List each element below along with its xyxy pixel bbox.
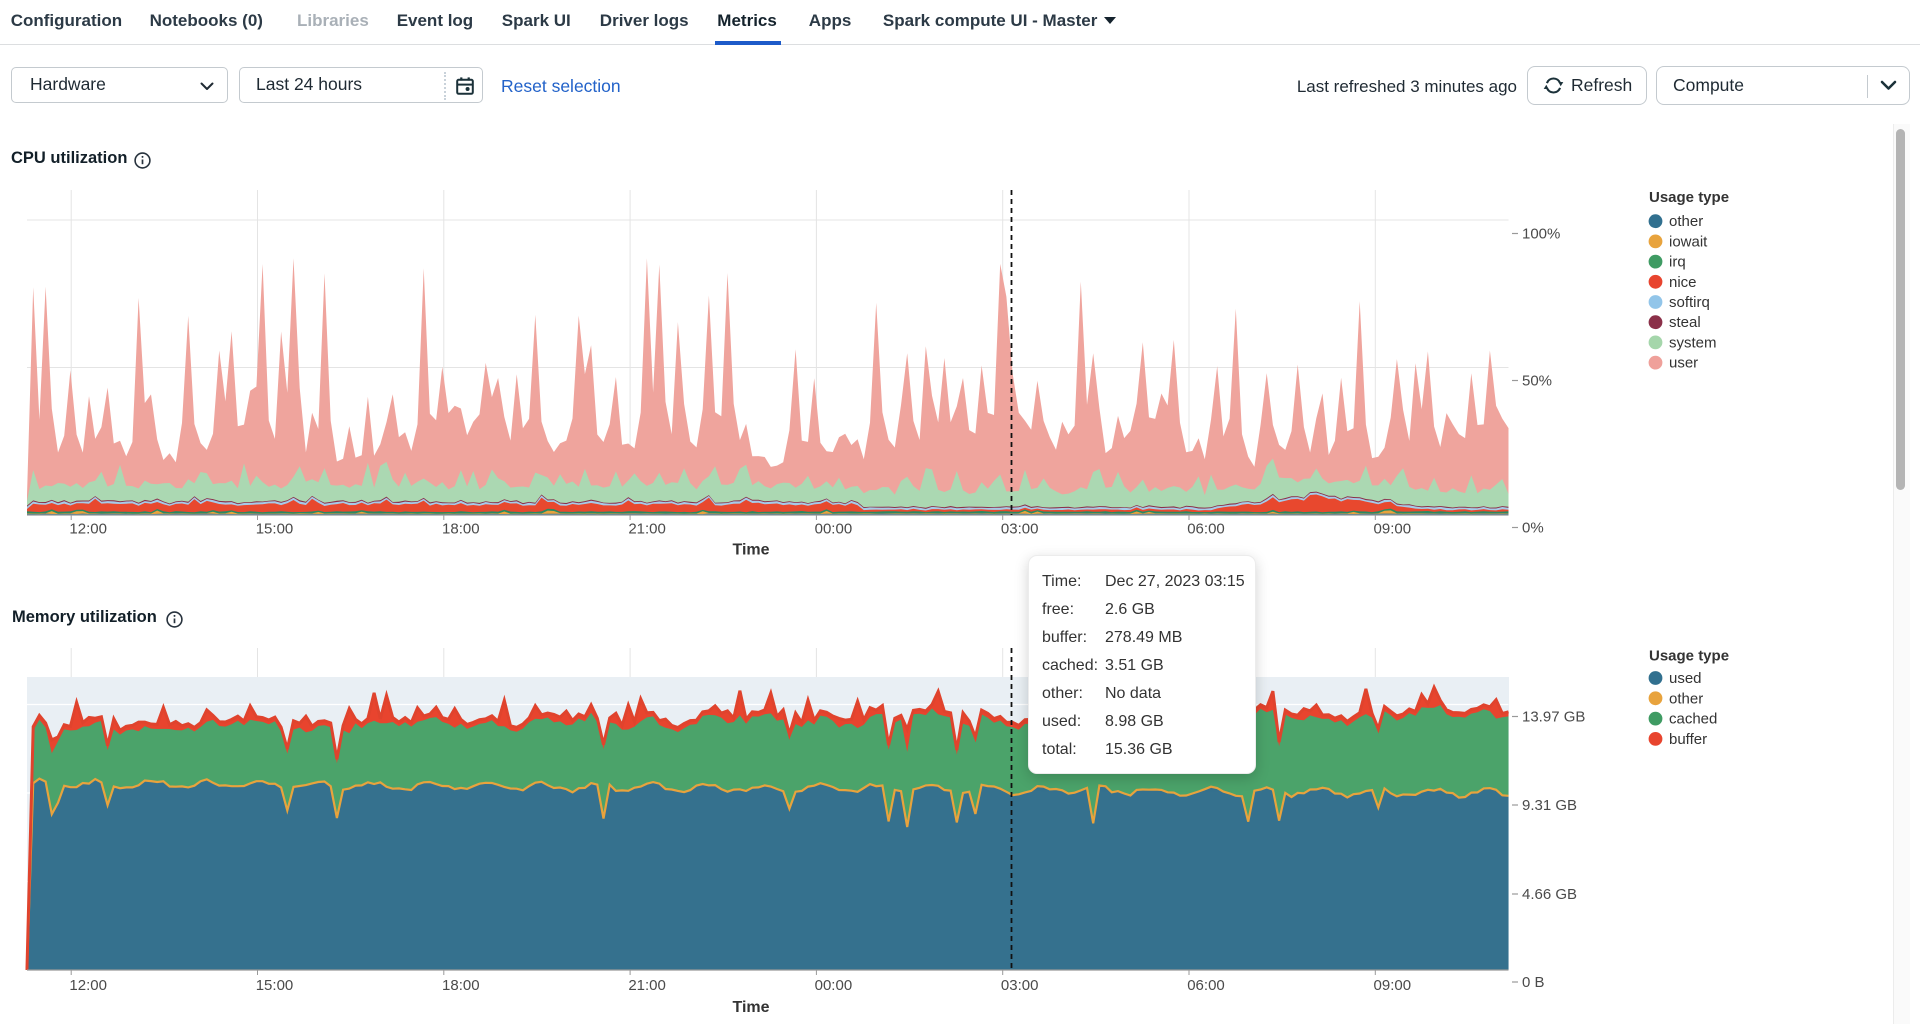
svg-text:Usage type: Usage type <box>1649 648 1729 665</box>
svg-text:09:00: 09:00 <box>1374 977 1412 994</box>
svg-text:12:00: 12:00 <box>69 977 107 994</box>
svg-text:Time: Time <box>732 542 769 559</box>
svg-text:50%: 50% <box>1522 373 1552 390</box>
svg-text:user: user <box>1669 355 1698 372</box>
svg-text:0%: 0% <box>1522 520 1544 537</box>
svg-text:03:00: 03:00 <box>1001 977 1039 994</box>
svg-text:100%: 100% <box>1522 226 1560 243</box>
svg-text:4.66 GB: 4.66 GB <box>1522 886 1577 903</box>
svg-text:cached: cached <box>1669 711 1717 728</box>
svg-text:03:00: 03:00 <box>1001 521 1039 538</box>
svg-text:iowait: iowait <box>1669 233 1708 250</box>
svg-text:15:00: 15:00 <box>256 521 294 538</box>
svg-text:13.97 GB: 13.97 GB <box>1522 709 1585 726</box>
svg-text:18:00: 18:00 <box>442 521 480 538</box>
svg-text:irq: irq <box>1669 254 1686 271</box>
svg-text:other: other <box>1669 690 1703 707</box>
svg-text:steal: steal <box>1669 314 1701 331</box>
svg-text:18:00: 18:00 <box>442 977 480 994</box>
svg-text:06:00: 06:00 <box>1187 977 1225 994</box>
svg-text:0 B: 0 B <box>1522 974 1545 991</box>
svg-text:buffer: buffer <box>1669 731 1707 748</box>
svg-text:9.31 GB: 9.31 GB <box>1522 797 1577 814</box>
svg-text:21:00: 21:00 <box>628 977 666 994</box>
svg-text:used: used <box>1669 670 1702 687</box>
svg-text:softirq: softirq <box>1669 294 1710 311</box>
svg-text:09:00: 09:00 <box>1374 521 1412 538</box>
svg-text:Usage type: Usage type <box>1649 189 1729 206</box>
svg-text:15:00: 15:00 <box>256 977 294 994</box>
svg-text:nice: nice <box>1669 274 1697 291</box>
svg-text:00:00: 00:00 <box>815 521 853 538</box>
svg-text:system: system <box>1669 334 1717 351</box>
svg-text:other: other <box>1669 213 1703 230</box>
svg-text:00:00: 00:00 <box>815 977 853 994</box>
svg-text:21:00: 21:00 <box>628 521 666 538</box>
svg-text:Time: Time <box>732 999 769 1016</box>
svg-text:06:00: 06:00 <box>1187 521 1225 538</box>
svg-text:12:00: 12:00 <box>69 521 107 538</box>
